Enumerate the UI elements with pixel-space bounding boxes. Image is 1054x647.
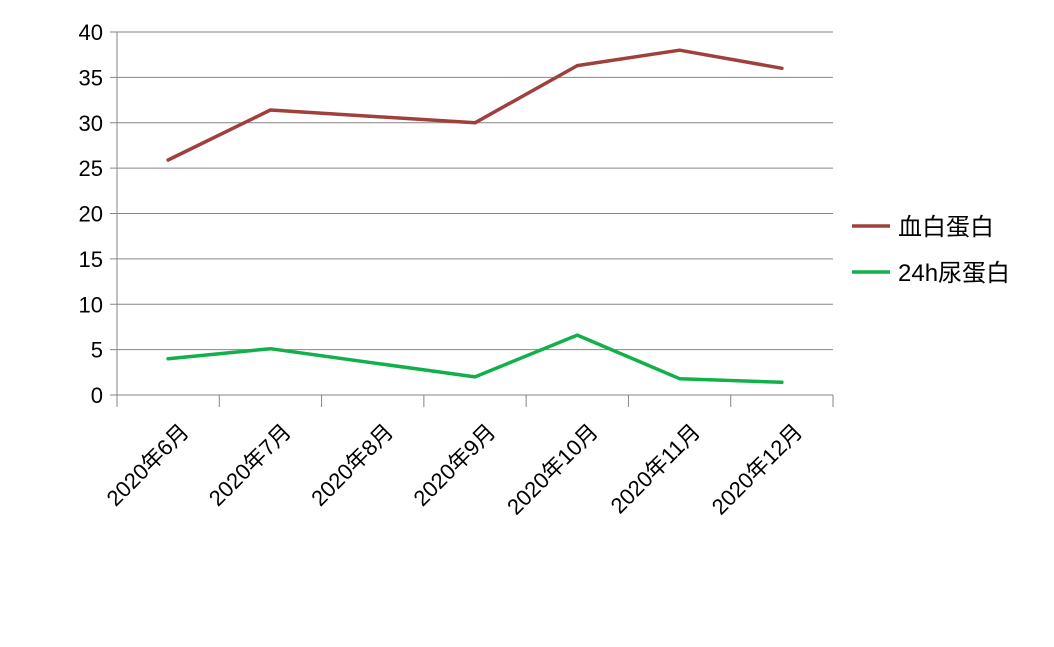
x-tick-label: 2020年7月 [204, 419, 296, 511]
y-tick-label: 10 [79, 292, 103, 317]
series-lines [166, 48, 784, 385]
y-tick-label: 20 [79, 202, 103, 227]
axes [110, 31, 834, 407]
x-tick-label: 2020年8月 [306, 419, 398, 511]
y-tick-label: 25 [79, 156, 103, 181]
gridlines [117, 31, 833, 351]
y-tick-label: 30 [79, 111, 103, 136]
y-tick-label: 35 [79, 65, 103, 90]
legend-label: 血白蛋白 [898, 214, 994, 241]
y-tick-labels: 0 5 10 15 20 25 30 35 40 [79, 20, 103, 408]
legend-label: 24h尿蛋白 [898, 260, 1010, 287]
series-line-1 [166, 333, 784, 385]
x-tick-label: 2020年11月 [606, 419, 706, 519]
y-tick-label: 0 [91, 383, 103, 408]
x-tick-label: 2020年9月 [408, 419, 500, 511]
y-tick-label: 15 [79, 247, 103, 272]
y-tick-label: 40 [79, 20, 103, 45]
legend: 血白蛋白 24h尿蛋白 [852, 214, 1010, 287]
y-tick-label: 5 [91, 338, 103, 363]
x-tick-labels: 2020年6月 2020年7月 2020年8月 2020年9月 2020年10月 2020… [102, 419, 808, 520]
series-line-0 [166, 48, 784, 162]
x-tick-label: 2020年10月 [502, 419, 603, 520]
x-tick-label: 2020年6月 [102, 419, 194, 511]
x-tick-label: 2020年12月 [707, 419, 808, 520]
